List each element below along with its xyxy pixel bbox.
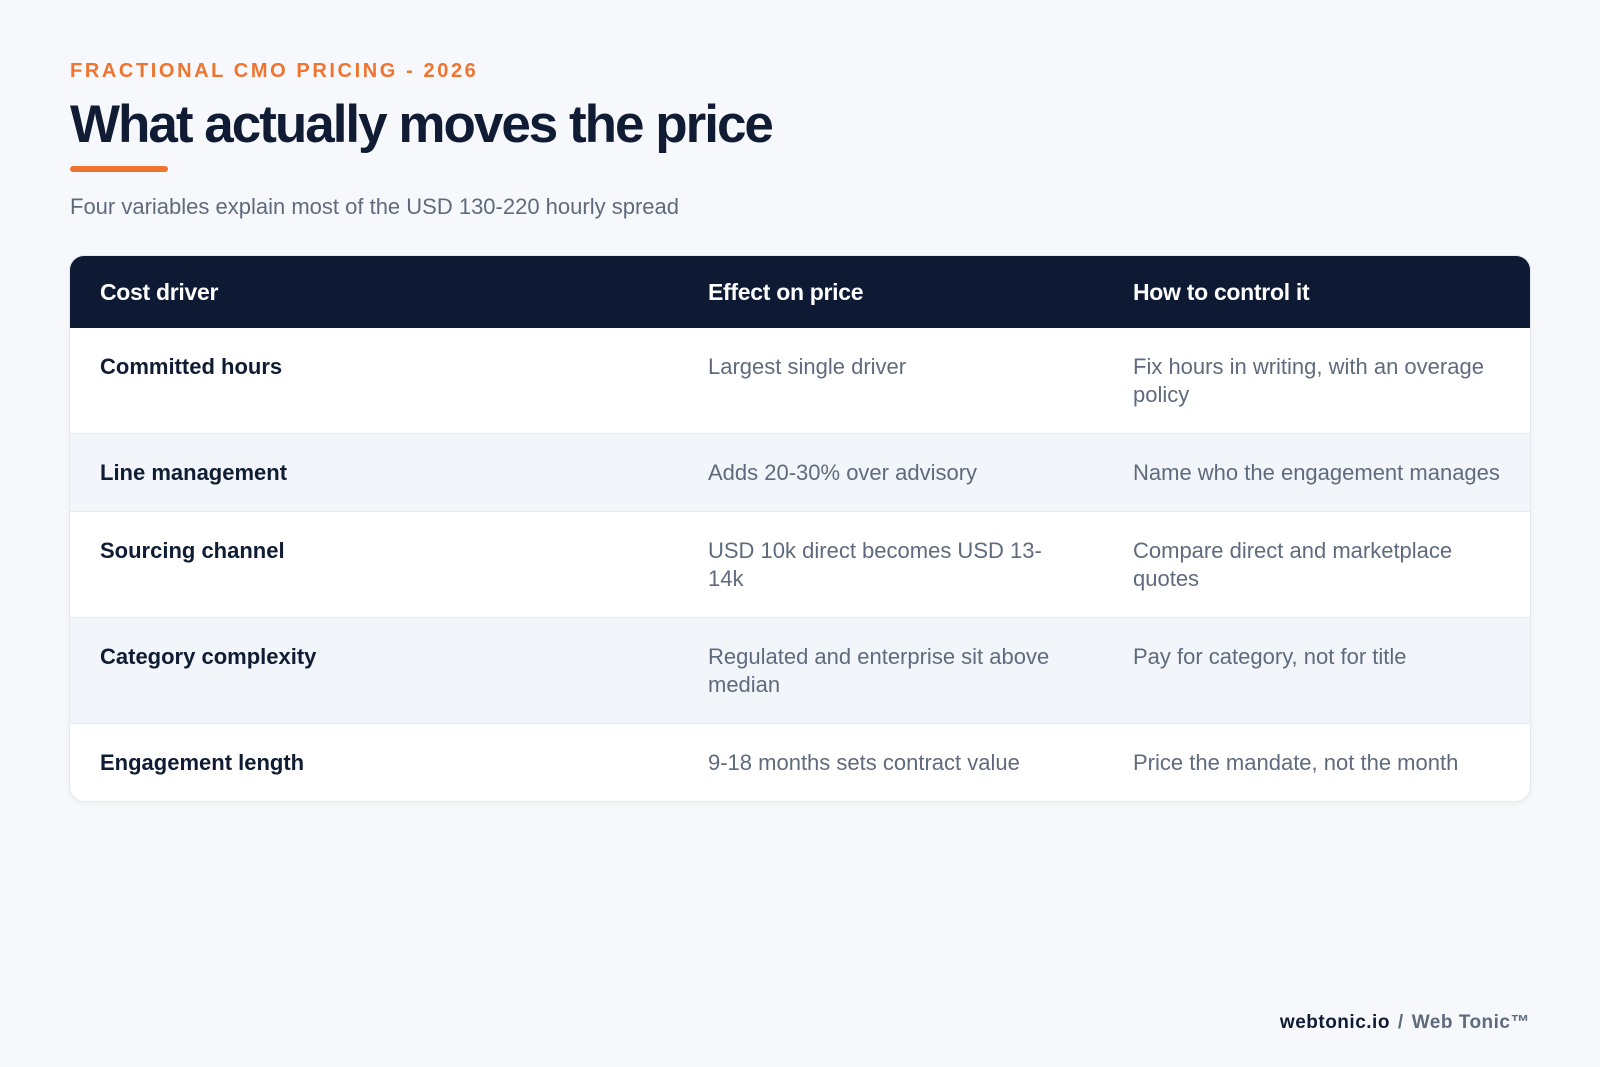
page-title: What actually moves the price (70, 95, 774, 154)
control-cell: Fix hours in writing, with an overage po… (1133, 354, 1484, 407)
table-header-row: Cost driver Effect on price How to contr… (70, 256, 1530, 328)
page-subtitle: Four variables explain most of the USD 1… (70, 194, 679, 219)
table: Cost driver Effect on price How to contr… (70, 256, 1530, 801)
cost-driver-cell: Engagement length (70, 723, 678, 801)
table-row: Sourcing channel USD 10k direct becomes … (70, 511, 1530, 618)
effect-cell: USD 10k direct becomes USD 13-14k (678, 511, 1103, 618)
slide-header: FRACTIONAL CMO PRICING - 2026 What actua… (70, 57, 1530, 222)
cost-driver-cell: Committed hours (100, 354, 283, 379)
control-cell: Compare direct and marketplace quotes (1103, 511, 1530, 618)
table-header: Cost driver Effect on price How to contr… (70, 256, 1530, 328)
footer-brand: Web Tonic™ (1411, 1012, 1530, 1033)
effect-cell: Largest single driver (708, 354, 907, 379)
cost-driver-cell: Sourcing channel (70, 511, 678, 618)
column-header-how-to-control: How to control it (1133, 278, 1310, 305)
footer-site: webtonic.io (1279, 1012, 1390, 1033)
control-cell: Price the mandate, not the month (1103, 723, 1530, 801)
footer-separator: / (1397, 1012, 1404, 1033)
cost-driver-cell: Category complexity (70, 617, 678, 724)
eyebrow-label: FRACTIONAL CMO PRICING - 2026 (70, 60, 479, 82)
cost-driver-table: Cost driver Effect on price How to contr… (70, 256, 1530, 801)
footer-credit: webtonic.io / Web Tonic™ (1280, 1012, 1530, 1034)
effect-cell: 9-18 months sets contract value (678, 723, 1103, 801)
control-cell: Name who the engagement manages (1103, 433, 1530, 512)
column-header-effect-on-price: Effect on price (708, 278, 864, 305)
control-cell: Pay for category, not for title (1103, 617, 1530, 724)
cost-driver-cell: Line management (70, 433, 678, 512)
table-row: Committed hours Largest single driver Fi… (70, 328, 1530, 434)
effect-cell: Regulated and enterprise sit above media… (678, 617, 1103, 724)
column-header-cost-driver: Cost driver (100, 278, 219, 305)
table-row: Line management Adds 20-30% over advisor… (70, 433, 1530, 512)
table-row: Engagement length 9-18 months sets contr… (70, 723, 1530, 801)
table-body: Committed hours Largest single driver Fi… (70, 328, 1530, 801)
effect-cell: Adds 20-30% over advisory (678, 433, 1103, 512)
table-row: Category complexity Regulated and enterp… (70, 617, 1530, 724)
accent-underline (70, 166, 168, 172)
